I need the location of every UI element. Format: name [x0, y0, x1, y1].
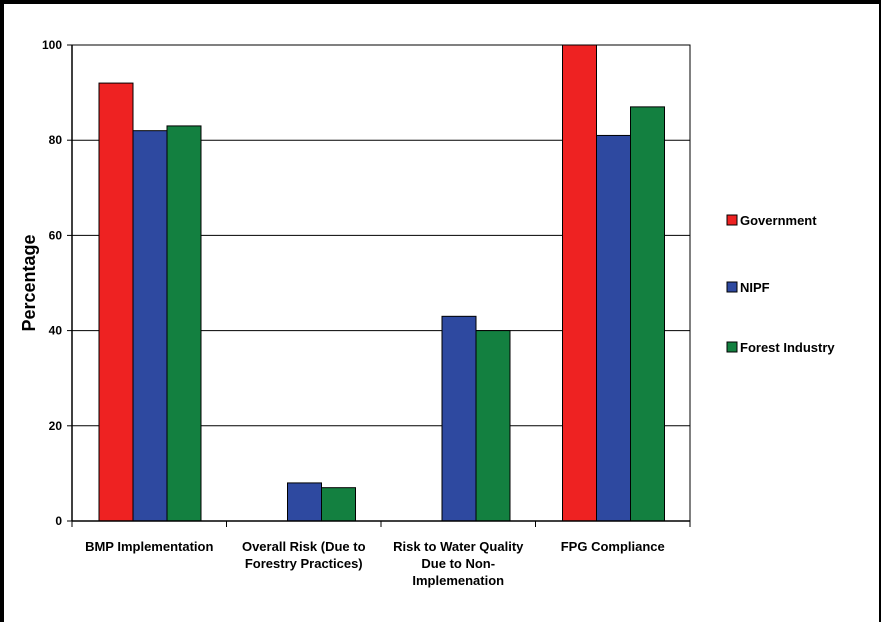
bars [98, 44, 665, 522]
legend-swatch-nipf [726, 281, 738, 293]
legend-label: Forest Industry [740, 340, 835, 355]
legend-label: NIPF [740, 280, 770, 295]
y-tick-label: 0 [55, 514, 62, 528]
x-tick-label: BMP Implementation [85, 539, 213, 554]
bar-nipf-2 [441, 315, 477, 522]
x-tick-label: Overall Risk (Due to Forestry Practices) [242, 539, 366, 571]
x-tick-label: Risk to Water Quality Due to Non-Implemen… [393, 539, 524, 588]
legend-label: Government [740, 213, 817, 228]
y-tick-labels: 0 20 40 60 80 100 [42, 38, 62, 528]
y-tick-label: 20 [49, 419, 63, 433]
bar-forest-industry-3 [630, 106, 665, 522]
legend-swatch-government [726, 214, 738, 226]
bar-government-0 [98, 82, 134, 522]
legend-swatch-forest-industry [726, 341, 738, 353]
y-axis-label: Percentage [19, 234, 39, 331]
y-tick-label: 80 [49, 133, 63, 147]
y-tick-label: 60 [49, 228, 63, 242]
bar-government-3 [562, 44, 597, 522]
x-tick-labels: BMP Implementation Overall Risk (Due to Fo… [85, 539, 665, 588]
y-tick-label: 100 [42, 38, 62, 52]
bar-forest-industry-2 [475, 330, 511, 522]
x-tick-label: FPG Compliance [561, 539, 665, 554]
bar-nipf-3 [596, 134, 631, 522]
bar-forest-industry-1 [321, 487, 356, 522]
bar-forest-industry-0 [166, 125, 202, 522]
axes [67, 44, 691, 527]
bar-nipf-0 [132, 130, 168, 522]
bar-nipf-1 [287, 482, 322, 522]
y-tick-label: 40 [49, 324, 63, 338]
legend: Government NIPF Forest Industry [726, 213, 835, 355]
